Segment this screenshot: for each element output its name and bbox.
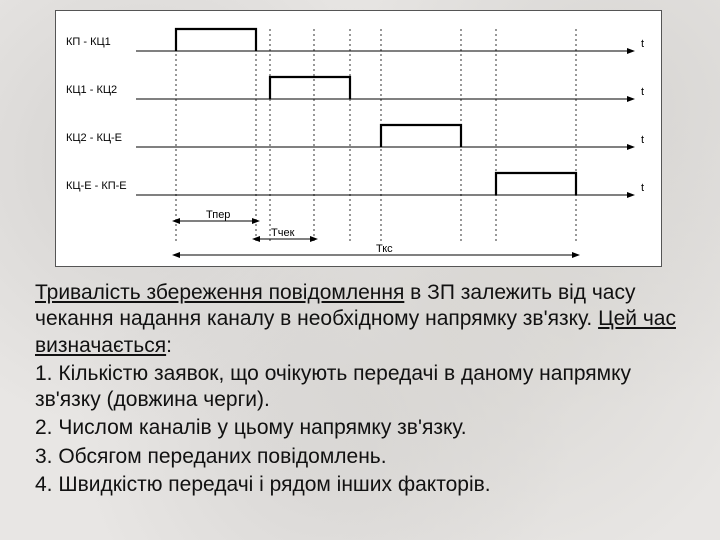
list-item-2: 2. Числом каналів у цьому напрямку зв'яз… — [35, 415, 695, 441]
description-text: Тривалість збереження повідомлення в ЗП … — [35, 280, 695, 500]
paragraph-intro: Тривалість збереження повідомлення в ЗП … — [35, 280, 695, 359]
list-item-3: 3. Обсягом переданих повідомлень. — [35, 444, 695, 470]
timing-diagram: КП - КЦ1 t КЦ1 - КЦ2 t КЦ2 - КЦ-Е t КЦ-Е - КП-… — [55, 10, 662, 267]
svg-text:Тчек: Тчек — [271, 227, 295, 239]
svg-text:КЦ1 - КЦ2: КЦ1 - КЦ2 — [66, 84, 117, 96]
svg-text:t: t — [641, 134, 644, 146]
list-item-1: 1. Кількістю заявок, що очікують передач… — [35, 361, 695, 414]
list-item-4: 4. Швидкістю передачі і рядом інших факт… — [35, 472, 695, 498]
svg-text:Тпер: Тпер — [206, 209, 230, 221]
timing-diagram-svg: КП - КЦ1 t КЦ1 - КЦ2 t КЦ2 - КЦ-Е t КЦ-Е - КП-… — [56, 11, 661, 266]
intro-underlined-1: Тривалість збереження повідомлення — [35, 281, 404, 304]
svg-text:t: t — [641, 182, 644, 194]
svg-text:КП - КЦ1: КП - КЦ1 — [66, 36, 111, 48]
svg-text:Ткс: Ткс — [376, 243, 393, 255]
svg-text:t: t — [641, 38, 644, 50]
intro-colon: : — [166, 334, 172, 357]
svg-text:t: t — [641, 86, 644, 98]
svg-text:КЦ-Е - КП-Е: КЦ-Е - КП-Е — [66, 180, 127, 192]
svg-text:КЦ2 - КЦ-Е: КЦ2 - КЦ-Е — [66, 132, 122, 144]
